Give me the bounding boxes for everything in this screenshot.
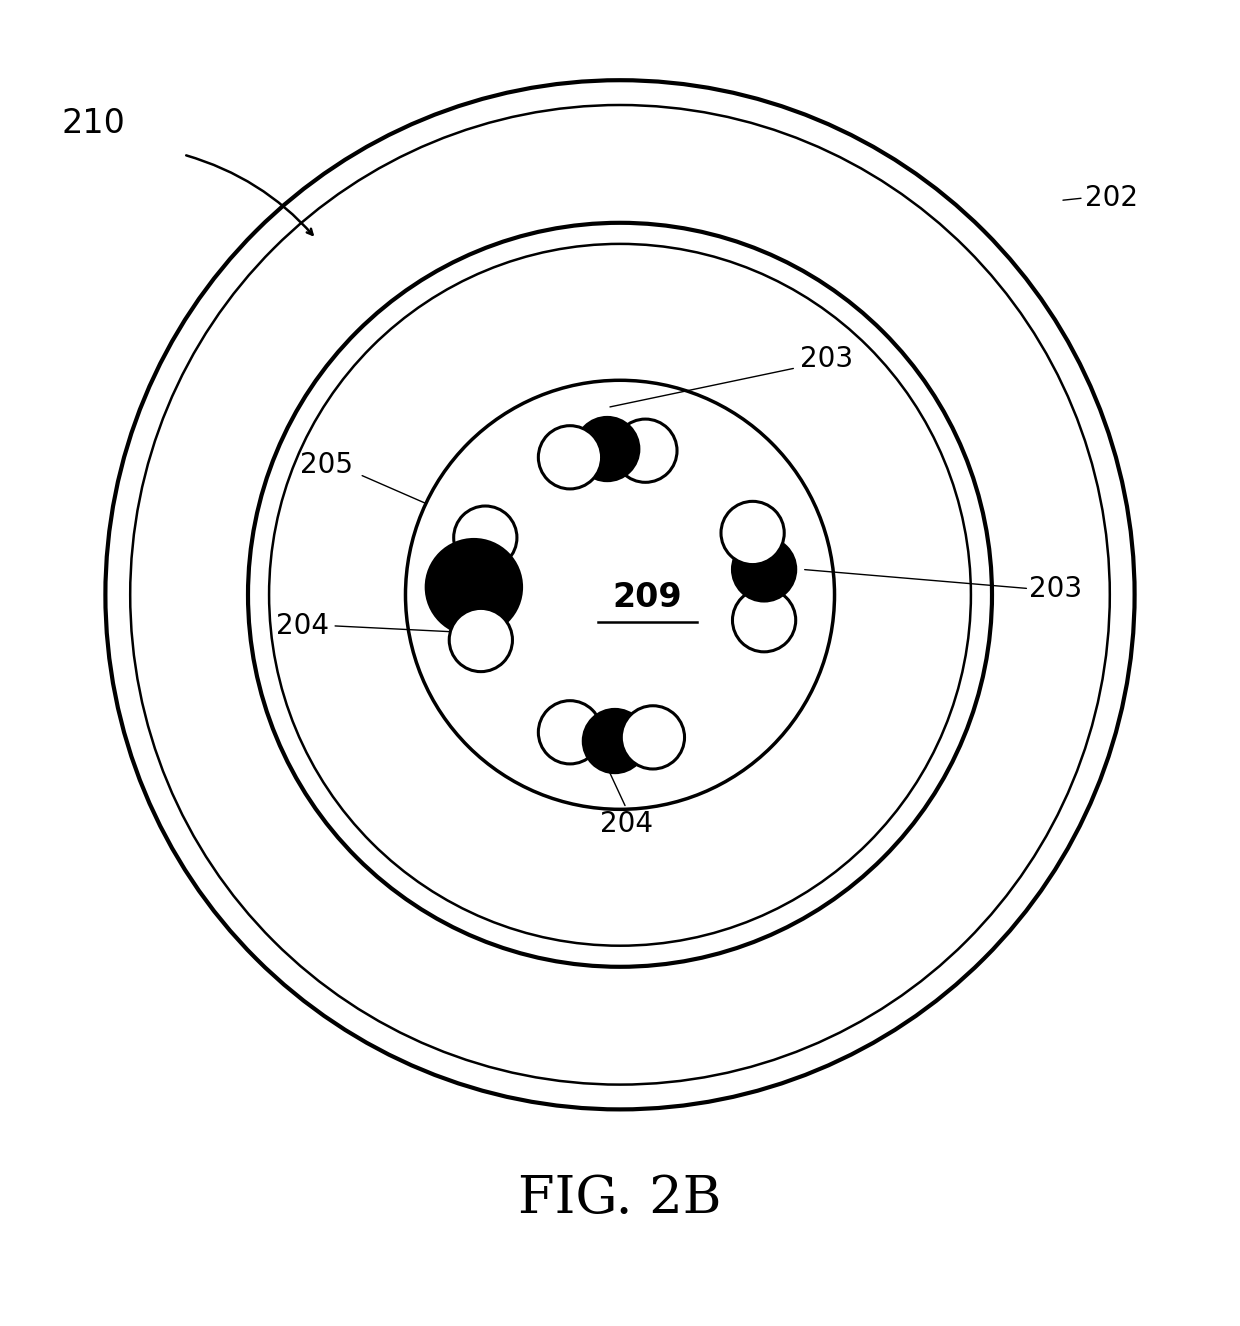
Text: 202: 202 — [1085, 184, 1138, 212]
Circle shape — [449, 609, 512, 672]
Circle shape — [538, 700, 601, 764]
Circle shape — [583, 709, 646, 773]
Circle shape — [575, 418, 639, 480]
Text: 203: 203 — [800, 345, 853, 373]
Circle shape — [614, 419, 677, 483]
Text: 204: 204 — [275, 611, 329, 640]
Circle shape — [720, 501, 784, 565]
Text: FIG. 2B: FIG. 2B — [518, 1174, 722, 1224]
Circle shape — [733, 589, 796, 652]
Text: 209: 209 — [613, 581, 682, 614]
Circle shape — [538, 426, 601, 489]
Text: 203: 203 — [1029, 574, 1083, 602]
Circle shape — [427, 540, 521, 634]
Text: 205: 205 — [300, 451, 353, 479]
Text: 210: 210 — [61, 107, 125, 141]
Circle shape — [454, 507, 517, 569]
Circle shape — [621, 705, 684, 769]
Circle shape — [733, 538, 796, 601]
Text: 204: 204 — [600, 810, 652, 838]
